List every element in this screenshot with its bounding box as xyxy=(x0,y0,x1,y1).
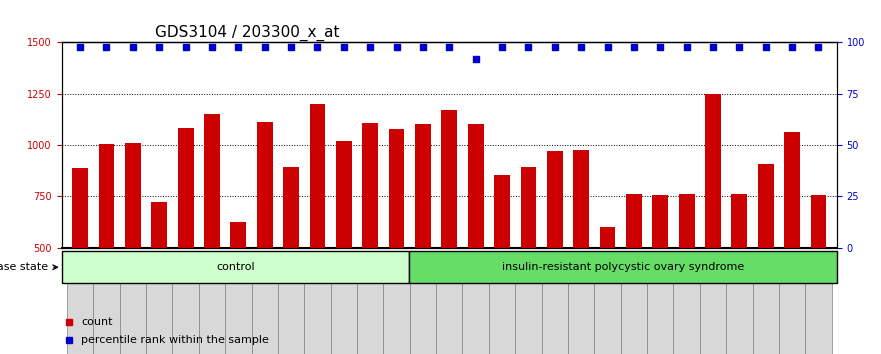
Point xyxy=(653,44,667,50)
FancyBboxPatch shape xyxy=(647,256,673,354)
FancyBboxPatch shape xyxy=(595,256,621,354)
Point xyxy=(257,44,271,50)
Bar xyxy=(494,175,510,350)
Bar xyxy=(336,141,352,350)
Text: count: count xyxy=(81,317,113,327)
FancyBboxPatch shape xyxy=(463,256,489,354)
Text: percentile rank within the sample: percentile rank within the sample xyxy=(81,335,269,345)
Point xyxy=(284,44,298,50)
Point xyxy=(574,44,589,50)
FancyBboxPatch shape xyxy=(67,256,93,354)
Point xyxy=(310,44,324,50)
FancyBboxPatch shape xyxy=(542,256,568,354)
FancyBboxPatch shape xyxy=(805,256,832,354)
Point xyxy=(679,44,693,50)
Bar xyxy=(547,151,563,350)
Text: disease state: disease state xyxy=(0,262,57,272)
Point xyxy=(522,44,536,50)
Bar xyxy=(784,132,800,350)
FancyBboxPatch shape xyxy=(173,256,199,354)
Bar xyxy=(521,167,537,350)
FancyBboxPatch shape xyxy=(409,251,837,283)
FancyBboxPatch shape xyxy=(673,256,700,354)
Point xyxy=(548,44,562,50)
Bar xyxy=(283,167,299,350)
FancyBboxPatch shape xyxy=(93,256,120,354)
Bar xyxy=(574,150,589,350)
FancyBboxPatch shape xyxy=(779,256,805,354)
FancyBboxPatch shape xyxy=(621,256,647,354)
Bar xyxy=(231,222,247,350)
Point xyxy=(363,44,377,50)
Point xyxy=(416,44,430,50)
Bar xyxy=(362,122,378,350)
FancyBboxPatch shape xyxy=(62,251,409,283)
FancyBboxPatch shape xyxy=(515,256,542,354)
FancyBboxPatch shape xyxy=(410,256,436,354)
Bar xyxy=(256,121,272,350)
FancyBboxPatch shape xyxy=(226,256,252,354)
FancyBboxPatch shape xyxy=(330,256,357,354)
Point xyxy=(179,44,193,50)
Bar xyxy=(389,129,404,350)
Bar xyxy=(731,194,747,350)
Point xyxy=(785,44,799,50)
FancyBboxPatch shape xyxy=(199,256,226,354)
Point xyxy=(100,44,114,50)
Point xyxy=(73,44,87,50)
Bar xyxy=(99,144,115,350)
Bar xyxy=(678,194,694,350)
Point xyxy=(627,44,641,50)
Bar xyxy=(415,124,431,350)
Bar xyxy=(705,94,721,350)
Bar xyxy=(178,128,194,350)
Bar xyxy=(600,227,616,350)
Point xyxy=(732,44,746,50)
Point xyxy=(811,44,825,50)
FancyBboxPatch shape xyxy=(752,256,779,354)
Point xyxy=(205,44,219,50)
Bar xyxy=(626,194,642,350)
Point xyxy=(232,44,246,50)
Bar xyxy=(441,110,457,350)
FancyBboxPatch shape xyxy=(568,256,595,354)
Text: insulin-resistant polycystic ovary syndrome: insulin-resistant polycystic ovary syndr… xyxy=(502,262,744,272)
FancyBboxPatch shape xyxy=(357,256,383,354)
Bar xyxy=(125,143,141,350)
Bar xyxy=(204,114,220,350)
Bar xyxy=(811,195,826,350)
FancyBboxPatch shape xyxy=(489,256,515,354)
Point xyxy=(601,44,615,50)
FancyBboxPatch shape xyxy=(700,256,726,354)
Point xyxy=(759,44,773,50)
Bar xyxy=(652,195,668,350)
Point xyxy=(389,44,403,50)
Point xyxy=(706,44,720,50)
Point xyxy=(495,44,509,50)
FancyBboxPatch shape xyxy=(120,256,146,354)
Point xyxy=(152,44,167,50)
FancyBboxPatch shape xyxy=(146,256,173,354)
Bar xyxy=(758,164,774,350)
Bar xyxy=(152,202,167,350)
FancyBboxPatch shape xyxy=(436,256,463,354)
Text: GDS3104 / 203300_x_at: GDS3104 / 203300_x_at xyxy=(155,25,339,41)
FancyBboxPatch shape xyxy=(726,256,752,354)
Point xyxy=(337,44,351,50)
FancyBboxPatch shape xyxy=(383,256,410,354)
Text: control: control xyxy=(216,262,255,272)
Bar xyxy=(72,168,88,350)
FancyBboxPatch shape xyxy=(252,256,278,354)
Bar xyxy=(309,104,325,350)
FancyBboxPatch shape xyxy=(278,256,304,354)
Point xyxy=(442,44,456,50)
FancyBboxPatch shape xyxy=(304,256,330,354)
Point xyxy=(469,56,483,62)
Bar xyxy=(468,124,484,350)
Point xyxy=(126,44,140,50)
